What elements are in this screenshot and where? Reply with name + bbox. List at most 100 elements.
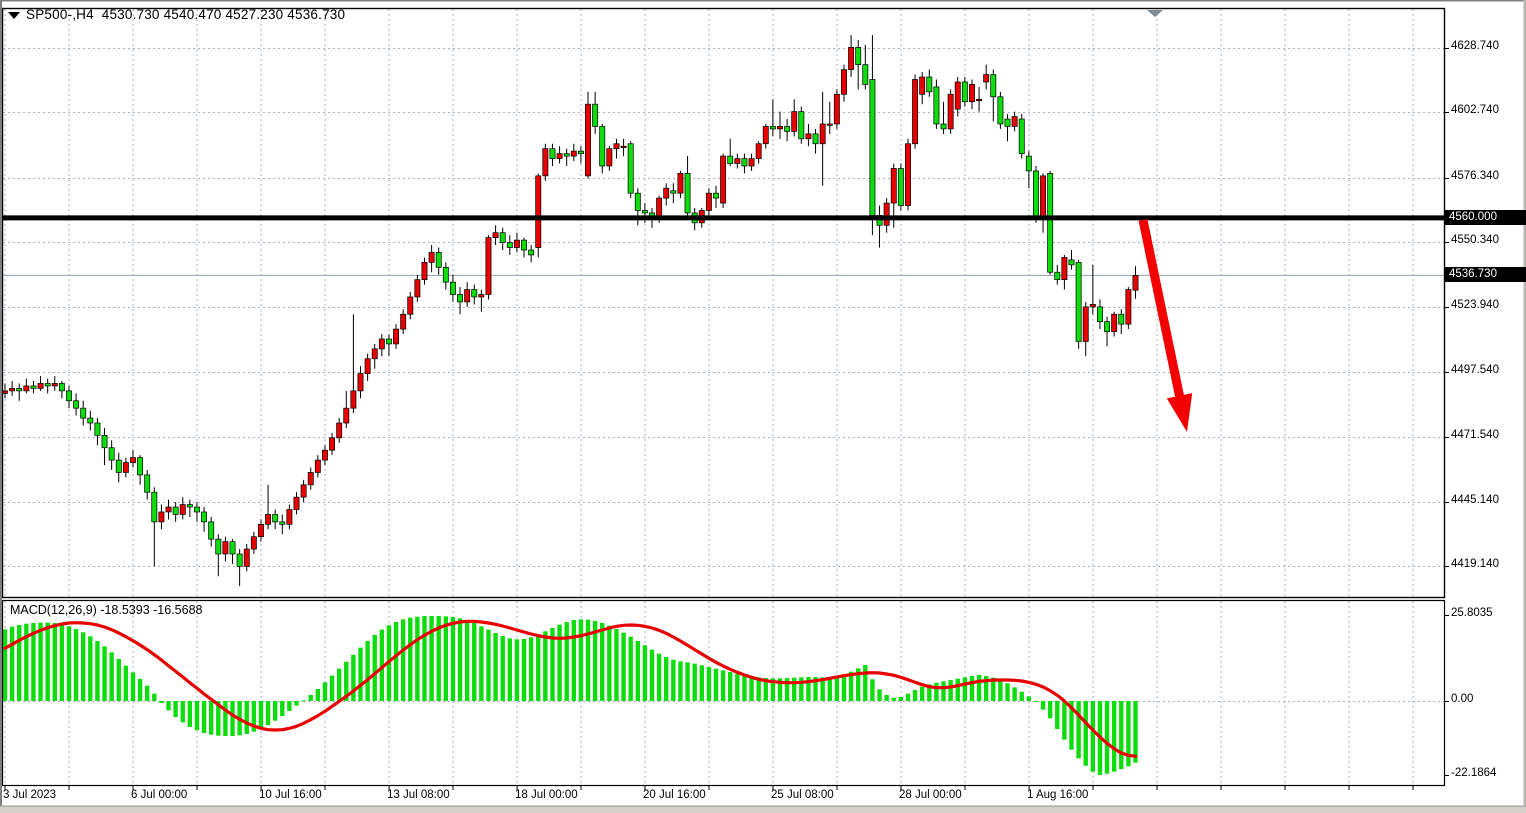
window-right-edge bbox=[1523, 0, 1526, 806]
macd-histogram-bar bbox=[358, 647, 363, 701]
candle-body bbox=[727, 155, 734, 164]
macd-histogram-bar bbox=[265, 701, 271, 725]
candle-body bbox=[705, 192, 712, 211]
candle-body bbox=[897, 168, 904, 206]
macd-histogram-bar bbox=[621, 632, 626, 701]
macd-histogram-bar bbox=[52, 623, 57, 701]
macd-histogram-bar bbox=[130, 672, 136, 701]
time-axis-label: 20 Jul 16:00 bbox=[643, 789, 706, 801]
macd-histogram-bar bbox=[173, 701, 178, 717]
candle-body bbox=[577, 150, 584, 154]
macd-histogram-bar bbox=[898, 697, 904, 701]
macd-histogram-bar bbox=[557, 624, 562, 701]
window-left-edge bbox=[0, 0, 2, 806]
macd-histogram-bar bbox=[479, 626, 484, 701]
macd-histogram-bar bbox=[578, 619, 584, 701]
candle-body bbox=[961, 81, 968, 103]
macd-histogram-bar bbox=[336, 668, 342, 701]
macd-histogram-bar bbox=[116, 659, 121, 701]
macd-histogram-bar bbox=[628, 636, 633, 701]
candle-body bbox=[720, 155, 727, 204]
candle-body bbox=[442, 266, 449, 283]
macd-histogram-bar bbox=[216, 701, 221, 736]
symbol-dropdown-arrow-icon[interactable] bbox=[8, 12, 20, 19]
macd-histogram-bar bbox=[344, 661, 349, 701]
candle-body bbox=[1054, 271, 1061, 281]
down-arrow-shaft[interactable] bbox=[1138, 219, 1186, 403]
candle-body bbox=[364, 358, 371, 374]
price-axis[interactable]: 4628.740 4602.740 4576.340 4550.340 4523.940… bbox=[1444, 8, 1526, 785]
candle-body bbox=[969, 84, 975, 103]
macd-histogram-bar bbox=[272, 701, 278, 721]
ohlc-header: SP500-,H4 4530.730 4540.470 4527.230 453… bbox=[26, 7, 346, 22]
candle-body bbox=[258, 523, 264, 538]
candle-body bbox=[265, 514, 272, 525]
candle-body bbox=[734, 158, 741, 164]
candle-body bbox=[243, 548, 250, 567]
macd-histogram-bar bbox=[607, 625, 612, 701]
price-axis-label: 4576.340 bbox=[1451, 169, 1499, 182]
down-arrow-head[interactable] bbox=[1166, 393, 1193, 432]
macd-histogram-bar bbox=[301, 700, 306, 702]
candle-body bbox=[670, 190, 677, 194]
candle-body bbox=[201, 511, 208, 523]
candle-body bbox=[492, 232, 499, 239]
candle-body bbox=[542, 148, 549, 177]
macd-histogram-bar bbox=[991, 677, 996, 701]
candle-body bbox=[457, 294, 463, 303]
candle-body bbox=[428, 252, 435, 263]
macd-histogram-bar bbox=[1062, 701, 1067, 740]
macd-histogram-bar bbox=[244, 701, 249, 734]
macd-histogram-bar bbox=[88, 636, 93, 701]
macd-histogram-bar bbox=[486, 629, 491, 701]
macd-histogram-bar bbox=[976, 675, 982, 701]
macd-histogram-bar bbox=[415, 616, 420, 701]
macd-histogram-bar bbox=[699, 665, 704, 701]
macd-histogram-bar bbox=[38, 622, 43, 701]
macd-histogram-bar bbox=[521, 639, 527, 701]
macd-histogram-bar bbox=[934, 682, 939, 701]
macd-histogram-bar bbox=[1033, 701, 1039, 702]
candle-body bbox=[215, 538, 222, 555]
candle-body bbox=[606, 148, 613, 167]
macd-histogram-bar bbox=[166, 701, 171, 711]
candle-body bbox=[286, 509, 293, 525]
candle-body bbox=[620, 145, 627, 148]
candle-body bbox=[1132, 275, 1139, 291]
macd-histogram-bar bbox=[1090, 701, 1096, 772]
price-axis-label: 4602.740 bbox=[1451, 104, 1499, 117]
macd-histogram-bar bbox=[322, 682, 328, 701]
macd-histogram-bar bbox=[600, 623, 605, 701]
candle-body bbox=[137, 457, 144, 476]
candle-body bbox=[80, 407, 87, 419]
macd-histogram-bar bbox=[294, 701, 299, 706]
candle-body bbox=[777, 126, 783, 130]
candle-body bbox=[976, 98, 983, 102]
macd-histogram-bar bbox=[400, 619, 406, 701]
candle-body bbox=[66, 390, 72, 402]
candle-body bbox=[158, 511, 165, 523]
candle-body bbox=[613, 143, 620, 150]
macd-histogram-bar bbox=[280, 701, 285, 716]
candle-body bbox=[1047, 173, 1054, 273]
macd-histogram-bar bbox=[73, 629, 79, 701]
macd-histogram-bar bbox=[720, 670, 726, 701]
candle-body bbox=[300, 484, 307, 498]
candle-body bbox=[51, 383, 58, 387]
candle-body bbox=[677, 173, 684, 194]
macd-histogram-bar bbox=[109, 652, 114, 701]
candle-body bbox=[350, 390, 357, 409]
macd-histogram-bar bbox=[422, 616, 427, 701]
candle-body bbox=[549, 148, 556, 159]
macd-histogram-bar bbox=[287, 701, 292, 711]
macd-histogram-bar bbox=[194, 701, 200, 731]
macd-histogram-bar bbox=[799, 677, 804, 701]
candle-body bbox=[805, 133, 812, 140]
candle-body bbox=[933, 86, 940, 125]
price-axis-label: 4550.340 bbox=[1451, 233, 1499, 246]
time-axis[interactable]: 3 Jul 2023 6 Jul 00:00 10 Jul 16:00 13 Jul … bbox=[0, 786, 1444, 806]
macd-histogram-bar bbox=[614, 629, 619, 701]
macd-histogram-bar bbox=[649, 649, 655, 701]
candle-body bbox=[990, 74, 997, 98]
